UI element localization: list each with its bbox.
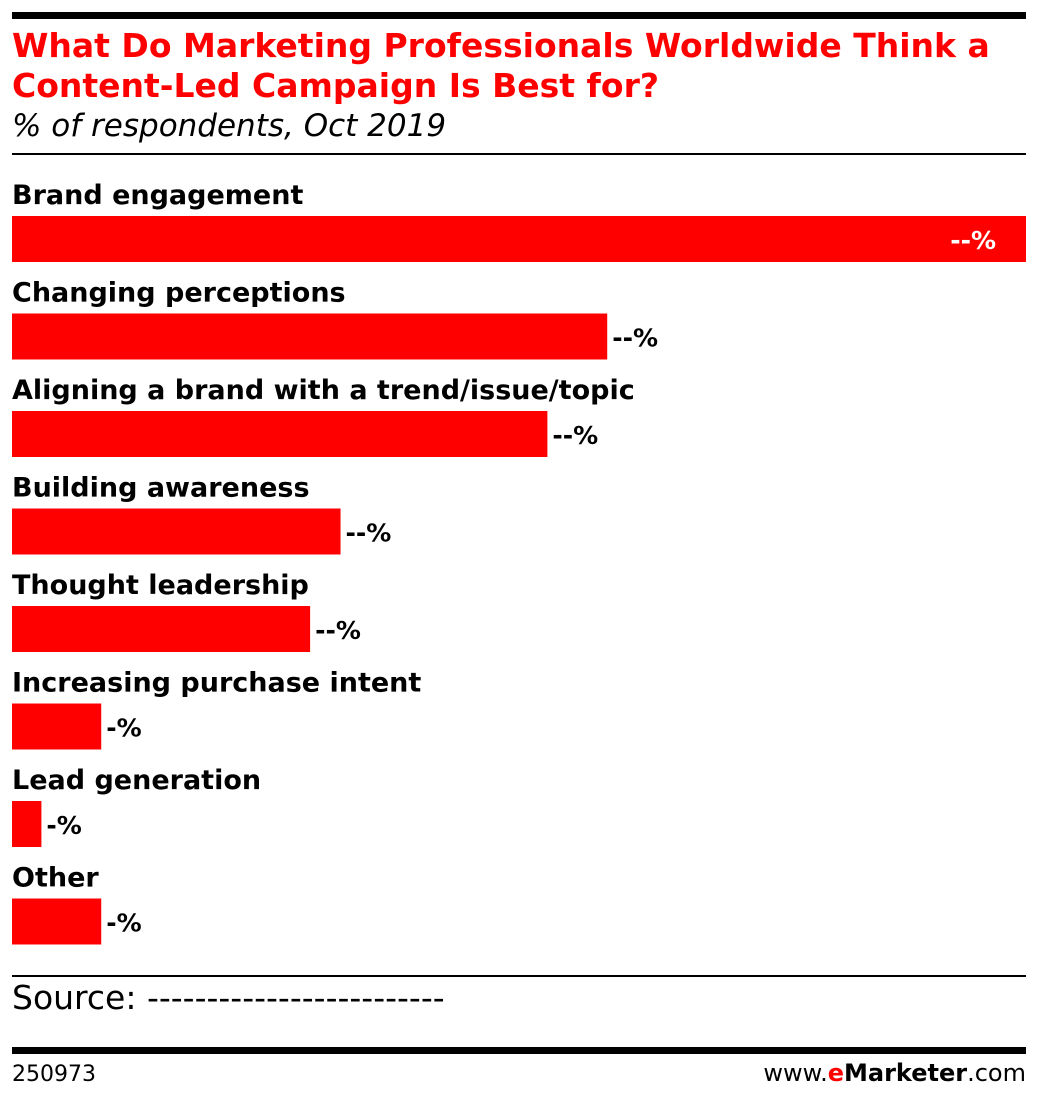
brand-url[interactable]: www.eMarketer.com — [763, 1058, 1026, 1088]
bar — [12, 703, 102, 750]
chart-title: What Do Marketing Professionals Worldwid… — [12, 26, 990, 105]
brand-suffix: .com — [967, 1059, 1026, 1087]
value-label: --% — [346, 519, 392, 548]
value-label: -% — [106, 909, 141, 938]
chart-subtitle: % of respondents, Oct 2019 — [12, 108, 447, 144]
value-label: --% — [552, 421, 598, 450]
bar — [12, 216, 1026, 262]
value-label: --% — [950, 226, 996, 255]
brand-prefix: www. — [763, 1059, 828, 1087]
category-label: Other — [12, 863, 99, 894]
brand-name: Marketer — [844, 1059, 968, 1087]
value-label: --% — [612, 324, 658, 353]
bar — [12, 898, 102, 945]
bar — [12, 606, 311, 652]
category-label: Aligning a brand with a trend/issue/topi… — [12, 375, 635, 406]
value-label: -% — [46, 811, 81, 840]
bar — [12, 411, 548, 457]
category-label: Increasing purchase intent — [12, 668, 421, 699]
bar — [12, 801, 42, 847]
source-divider — [12, 975, 1026, 977]
brand-logo-e: e — [827, 1059, 845, 1087]
top-rule — [12, 12, 1026, 19]
bar — [12, 313, 608, 360]
header-divider — [12, 153, 1026, 155]
bar-chart: Brand engagement --% Changing perceptions -… — [12, 180, 1026, 945]
category-label: Changing perceptions — [12, 278, 346, 309]
footer-rule — [12, 1047, 1026, 1054]
category-label: Thought leadership — [12, 570, 309, 601]
value-label: --% — [315, 616, 361, 645]
source-note: Source: ------------------------- — [12, 978, 445, 1017]
bar — [12, 508, 341, 555]
value-label: -% — [106, 714, 141, 743]
chart-id: 250973 — [12, 1062, 96, 1087]
category-label: Building awareness — [12, 473, 310, 504]
category-label: Lead generation — [12, 765, 261, 796]
category-label: Brand engagement — [12, 180, 303, 211]
